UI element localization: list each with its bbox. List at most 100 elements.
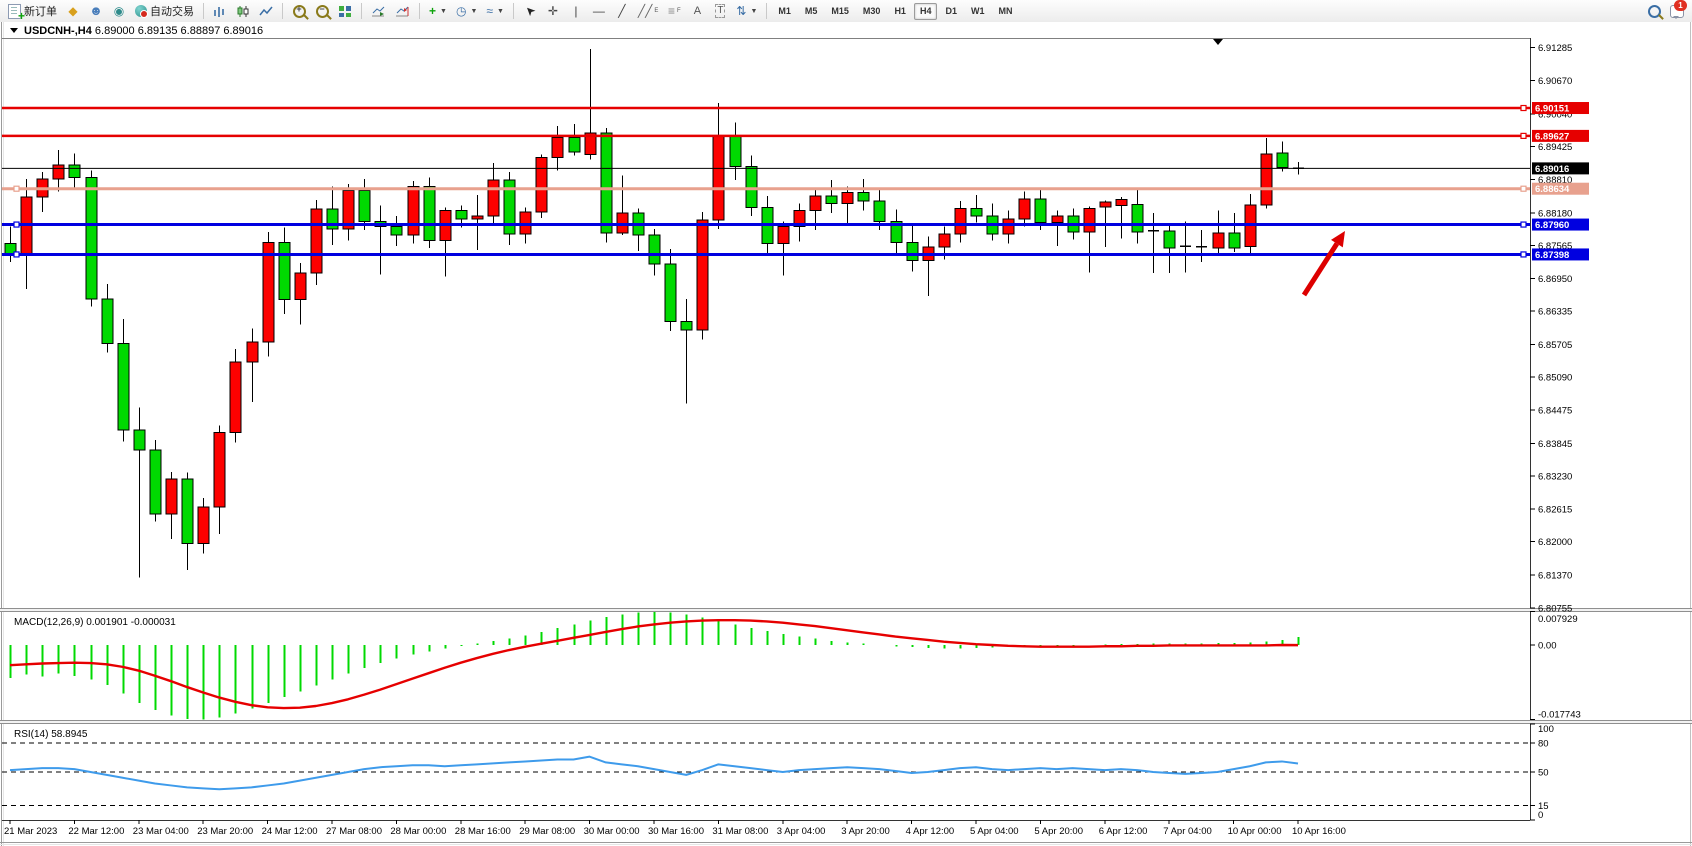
channel-tool-button[interactable]: ╱╱ E — [634, 1, 662, 21]
timeframe-h1[interactable]: H1 — [888, 3, 912, 20]
price-axis-tick: 6.85090 — [1538, 373, 1572, 384]
auto-scroll-button[interactable] — [367, 1, 390, 21]
pane-borders — [0, 38, 1692, 821]
chart-title: USDCNH-,H4 6.89000 6.89135 6.88897 6.890… — [10, 25, 263, 37]
new-chart-icon: + — [429, 4, 437, 18]
candle-body — [970, 208, 983, 217]
tile-windows-button[interactable] — [334, 1, 356, 21]
chart-canvas[interactable]: USDCNH-,H4 6.89000 6.89135 6.88897 6.890… — [0, 22, 1692, 846]
macd-pane: MACD(12,26,9) 0.001901 -0.000031 0.007929… — [9, 611, 1581, 721]
current-price-badge — [1532, 162, 1589, 175]
signal-icon: ◉ — [113, 4, 125, 18]
candle-body — [1212, 232, 1225, 249]
time-axis-label: 6 Apr 12:00 — [1099, 826, 1148, 837]
chart-title-text: USDCNH-,H4 6.89000 6.89135 6.88897 6.890… — [24, 25, 263, 37]
chart-shift-marker[interactable] — [1213, 39, 1223, 45]
toolbar-separator — [512, 3, 514, 19]
auto-trading-button[interactable]: 自动交易 — [131, 1, 198, 21]
cursor-tool-button[interactable]: ➤ — [519, 1, 541, 21]
candle-body — [487, 179, 500, 217]
search-button[interactable] — [1643, 1, 1665, 21]
text-label-tool-button[interactable]: T — [709, 1, 731, 21]
toolbar-separator — [766, 3, 768, 19]
candle-body — [1260, 153, 1273, 206]
chart-shift-button[interactable] — [391, 1, 414, 21]
line-chart-icon — [259, 6, 273, 15]
timeframe-m15[interactable]: M15 — [825, 3, 855, 20]
timeframe-m1[interactable]: M1 — [772, 3, 797, 20]
line-anchor-handle[interactable] — [13, 221, 20, 228]
crosshair-tool-button[interactable]: ✛ — [542, 1, 564, 21]
line-anchor-handle[interactable] — [1520, 221, 1527, 228]
zoom-in-icon: + — [292, 4, 306, 18]
timeframe-d1[interactable]: D1 — [939, 3, 963, 20]
new-order-button[interactable]: 新订单 — [4, 1, 61, 23]
text-icon: A — [693, 5, 702, 17]
line-anchor-handle[interactable] — [1520, 104, 1527, 112]
price-axis-tick: 6.82000 — [1538, 537, 1572, 548]
timeframe-mn[interactable]: MN — [992, 3, 1018, 20]
price-axis-tick: 6.88810 — [1538, 175, 1572, 186]
candlestick-chart-button[interactable] — [232, 1, 254, 21]
candle-body — [213, 432, 226, 508]
candle-body — [729, 135, 742, 168]
candle-body — [1228, 232, 1241, 249]
candle-body — [890, 220, 903, 244]
line-anchor-handle[interactable] — [13, 185, 20, 192]
line-anchor-handle[interactable] — [1520, 132, 1527, 139]
support-button[interactable]: ☻ — [85, 1, 107, 21]
new-chart-button[interactable]: + ▼ — [425, 1, 451, 21]
timeframe-m30[interactable]: M30 — [857, 3, 887, 20]
candle-body — [1034, 198, 1047, 223]
arrows-tool-button[interactable]: ⇅ ▼ — [732, 1, 761, 21]
line-chart-button[interactable] — [255, 1, 277, 21]
horizontal-line-tool-button[interactable]: — — [588, 1, 610, 21]
chevron-down-icon: ▼ — [496, 7, 504, 15]
indicators-icon: ≈ — [486, 4, 493, 18]
candle-body — [278, 242, 291, 301]
candle-body — [246, 341, 259, 363]
line-anchor-handle[interactable] — [13, 251, 20, 258]
periodicity-button[interactable]: ◷ ▼ — [452, 1, 481, 21]
candle-body — [117, 343, 130, 431]
candle-body — [1018, 198, 1031, 220]
line-price-label: 6.89016 — [1535, 164, 1569, 175]
candle-body — [857, 192, 870, 202]
text-tool-button[interactable]: A — [686, 1, 708, 21]
trend-arrow[interactable] — [1301, 231, 1345, 297]
search-icon — [1647, 4, 1661, 18]
signal-button[interactable]: ◉ — [108, 1, 130, 21]
zoom-in-button[interactable]: + — [288, 1, 310, 21]
timeframe-m5[interactable]: M5 — [799, 3, 824, 20]
zoom-out-button[interactable]: − — [311, 1, 333, 21]
time-axis-label: 27 Mar 08:00 — [326, 826, 382, 837]
line-anchor-handle[interactable] — [1520, 251, 1527, 258]
gold-button[interactable]: ◆ — [62, 1, 84, 21]
horizontal-lines[interactable]: 6.90151 6.89627 6.89016 6.88634 6.87960 6.873… — [2, 102, 1589, 261]
price-axis-tick: 6.90040 — [1538, 109, 1572, 120]
vertical-line-icon: | — [574, 4, 578, 18]
chart-shift-icon — [396, 6, 409, 16]
timeframe-h4[interactable]: H4 — [913, 2, 938, 20]
toolbar-separator — [419, 3, 420, 19]
bar-chart-button[interactable] — [209, 1, 231, 21]
candle-body — [841, 192, 854, 204]
fibonacci-tool-button[interactable]: ≡ F — [663, 1, 685, 21]
timeframe-w1[interactable]: W1 — [965, 3, 991, 20]
price-axis-tick: 6.85705 — [1538, 340, 1572, 351]
vertical-line-tool-button[interactable]: | — [565, 1, 587, 21]
indicators-button[interactable]: ≈ ▼ — [482, 1, 508, 21]
candle-body — [825, 195, 838, 204]
trendline-tool-button[interactable]: ╱ — [611, 1, 633, 21]
candle-body — [938, 233, 951, 248]
candle-body — [503, 179, 516, 235]
price-axis-tick: 6.89425 — [1538, 142, 1572, 153]
chart-window[interactable]: USDCNH-,H4 6.89000 6.89135 6.88897 6.890… — [0, 22, 1692, 846]
rsi-axis-tick: 80 — [1538, 739, 1549, 750]
candle-body — [745, 166, 758, 209]
line-anchor-handle[interactable] — [1520, 185, 1527, 192]
candle-body — [181, 478, 194, 545]
price-axis-tick: 6.91285 — [1538, 43, 1572, 54]
notifications-button[interactable]: 1 — [1666, 0, 1688, 21]
